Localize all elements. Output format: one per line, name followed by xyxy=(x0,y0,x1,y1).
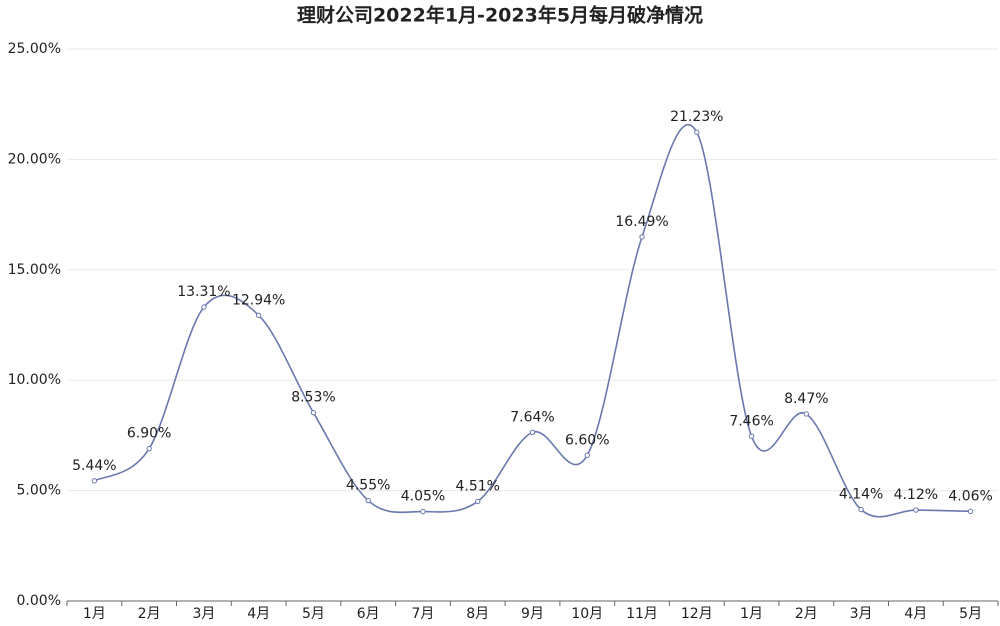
point xyxy=(858,506,864,513)
data-label: 6.60% xyxy=(565,432,609,448)
line xyxy=(93,123,971,518)
x-tick-label: 2月 xyxy=(138,606,161,622)
point xyxy=(310,409,317,416)
point xyxy=(584,452,590,458)
x-tick-label: 3月 xyxy=(850,606,873,622)
point xyxy=(255,312,262,318)
x-tick-label: 11月 xyxy=(626,606,658,622)
point xyxy=(475,498,481,505)
data-label: 8.53% xyxy=(291,390,335,406)
data-label: 4.55% xyxy=(346,478,390,494)
point xyxy=(639,234,645,240)
data-label: 7.64% xyxy=(510,409,554,425)
point xyxy=(365,497,371,504)
y-tick-label: 25.00% xyxy=(8,41,61,57)
x-tick-label: 5月 xyxy=(302,606,325,622)
point xyxy=(201,304,207,310)
data-label: 7.46% xyxy=(729,413,773,429)
point xyxy=(803,411,810,417)
chart-title: 理财公司2022年1月-2023年5月每月破净情况 xyxy=(297,4,703,27)
x-tick-label: 5月 xyxy=(959,606,982,622)
data-label: 6.90% xyxy=(127,426,171,442)
data-label: 4.06% xyxy=(948,488,992,504)
x-tick-label: 2月 xyxy=(795,606,818,622)
data-label: 16.49% xyxy=(615,214,668,230)
x-tick-label: 9月 xyxy=(521,606,544,622)
y-tick-label: 20.00% xyxy=(8,151,61,167)
point xyxy=(529,429,536,436)
y-tick-label: 0.00% xyxy=(17,593,61,609)
x-tick-label: 4月 xyxy=(904,606,927,622)
y-tick-label: 5.00% xyxy=(17,483,61,499)
data-label: 4.05% xyxy=(401,489,445,505)
y-tick-label: 10.00% xyxy=(8,372,61,388)
data-label: 4.12% xyxy=(894,487,938,503)
x-tick-label: 3月 xyxy=(192,606,215,622)
x-tick-label: 1月 xyxy=(83,606,106,622)
point xyxy=(146,445,152,452)
y-tick-label: 15.00% xyxy=(8,262,61,278)
x-tick-label: 6月 xyxy=(357,606,380,622)
x-tick-label: 7月 xyxy=(412,606,435,622)
x-tick-label: 8月 xyxy=(466,606,489,622)
point xyxy=(420,508,426,515)
point xyxy=(967,508,974,515)
x-tick-label: 12月 xyxy=(681,606,713,622)
data-label: 12.94% xyxy=(232,292,285,308)
x-tick-label: 1月 xyxy=(740,606,763,622)
data-label: 4.51% xyxy=(455,478,499,494)
data-label: 4.14% xyxy=(839,487,883,503)
x-tick-label: 4月 xyxy=(247,606,270,622)
point xyxy=(748,433,755,439)
point xyxy=(694,129,700,135)
point xyxy=(91,478,98,484)
data-label: 8.47% xyxy=(784,391,828,407)
data-label: 5.44% xyxy=(72,458,116,474)
point xyxy=(913,507,919,513)
data-label: 13.31% xyxy=(177,284,230,300)
data-label: 21.23% xyxy=(670,109,723,125)
x-tick-label: 10月 xyxy=(571,606,603,622)
